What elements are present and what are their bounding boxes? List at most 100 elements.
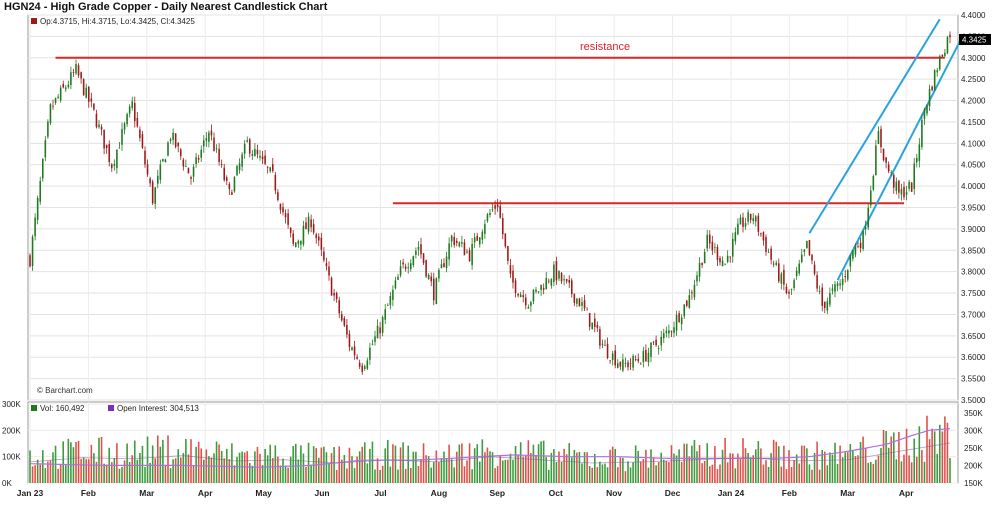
volume-bar <box>325 452 328 483</box>
price-tick-label: 4.1500 <box>961 118 986 127</box>
candle-body <box>136 117 139 127</box>
volume-bar <box>320 447 323 483</box>
candle-body <box>415 250 417 255</box>
volume-bar <box>530 453 532 483</box>
volume-bar <box>177 449 180 483</box>
price-axis: 4.40004.35004.30004.25004.20004.15004.10… <box>961 11 986 405</box>
candle-body <box>80 72 82 79</box>
candle-body <box>215 148 218 150</box>
volume-bar <box>399 447 402 483</box>
volume-bar <box>59 464 62 483</box>
volume-bar <box>731 453 734 483</box>
candle-body <box>335 292 338 300</box>
candle-body <box>767 252 770 253</box>
volume-bar <box>363 442 366 483</box>
candle-body <box>933 70 936 91</box>
volume-bar <box>616 467 619 483</box>
volume-bar <box>445 458 448 483</box>
candle-body <box>688 295 691 308</box>
candle-body <box>320 237 323 250</box>
candle-body <box>609 360 611 362</box>
candle-body <box>716 246 719 260</box>
volume-bar <box>231 443 233 483</box>
candle-body <box>762 232 765 241</box>
volume-bar <box>836 463 839 483</box>
volume-bar <box>379 469 381 483</box>
candle-body <box>719 257 721 263</box>
volume-bar <box>542 440 545 483</box>
volume-bar <box>292 445 295 483</box>
volume-bar <box>167 435 169 483</box>
candle-body <box>121 129 123 145</box>
volume-bar <box>172 459 174 483</box>
volume-bar <box>404 468 407 483</box>
candle-body <box>553 264 555 283</box>
candle-body <box>169 139 172 141</box>
candle-body <box>348 333 351 348</box>
volume-bar <box>34 465 36 483</box>
volume-bar <box>473 448 476 483</box>
volume-bar <box>670 445 673 483</box>
candle-body <box>624 363 627 364</box>
volume-label: Vol: 160,492 <box>40 404 85 413</box>
volume-bar <box>397 469 399 483</box>
volume-bar <box>36 459 39 483</box>
volume-bar <box>698 445 701 483</box>
candle-body <box>696 275 698 282</box>
volume-bar <box>187 454 190 483</box>
last-price-tag: 4.3425 <box>959 34 991 45</box>
price-tick-label: 4.2000 <box>961 97 986 106</box>
x-tick-label: Jun <box>315 488 330 498</box>
candle-body <box>254 148 256 157</box>
candle-body <box>542 288 545 290</box>
volume-bar <box>627 461 629 483</box>
resistance-annotation: resistance <box>580 41 630 53</box>
candle-body <box>685 300 688 306</box>
candle-body <box>859 242 862 249</box>
volume-bar <box>478 461 481 483</box>
candle-body <box>151 181 154 204</box>
candle-body <box>77 65 80 76</box>
volume-bar <box>412 451 415 483</box>
channel-lower-line <box>836 40 962 281</box>
candle-body <box>780 273 783 284</box>
volume-bar <box>565 454 568 483</box>
volume-tick-label: 300K <box>2 400 21 409</box>
candle-body <box>177 142 180 147</box>
candle-body <box>461 242 463 244</box>
ohlc-legend: Op:4.3715, Hi:4.3715, Lo:4.3425, Cl:4.34… <box>31 17 195 26</box>
candle-body <box>721 260 724 267</box>
volume-bar <box>783 445 785 483</box>
volume-bar <box>714 446 716 483</box>
candle-body <box>274 174 277 191</box>
volume-bar <box>420 459 422 483</box>
volume-bar <box>335 469 338 483</box>
candle-body <box>448 243 450 260</box>
volume-bar <box>346 468 348 483</box>
candle-body <box>601 343 604 345</box>
volume-bar <box>238 452 241 483</box>
volume-bar <box>872 463 875 483</box>
candle-body <box>668 330 670 334</box>
volume-bar <box>645 449 647 483</box>
candle-body <box>877 131 880 145</box>
volume-bar <box>650 449 652 483</box>
candle-body <box>527 307 530 309</box>
candle-body <box>36 197 39 220</box>
candle-body <box>185 166 187 167</box>
candle-body <box>435 278 438 304</box>
candle-body <box>813 264 816 274</box>
candle-body <box>440 264 443 269</box>
candle-body <box>208 132 210 142</box>
candle-body <box>581 302 583 306</box>
price-tick-label: 3.6000 <box>961 353 986 362</box>
candle-body <box>852 250 854 259</box>
candle-body <box>394 280 397 289</box>
volume-bar <box>734 468 737 483</box>
volume-bar <box>869 462 872 483</box>
candle-body <box>944 52 946 56</box>
volume-bar <box>409 467 412 483</box>
candle-body <box>622 359 624 371</box>
candle-body <box>882 148 885 161</box>
volume-bar <box>716 468 719 483</box>
